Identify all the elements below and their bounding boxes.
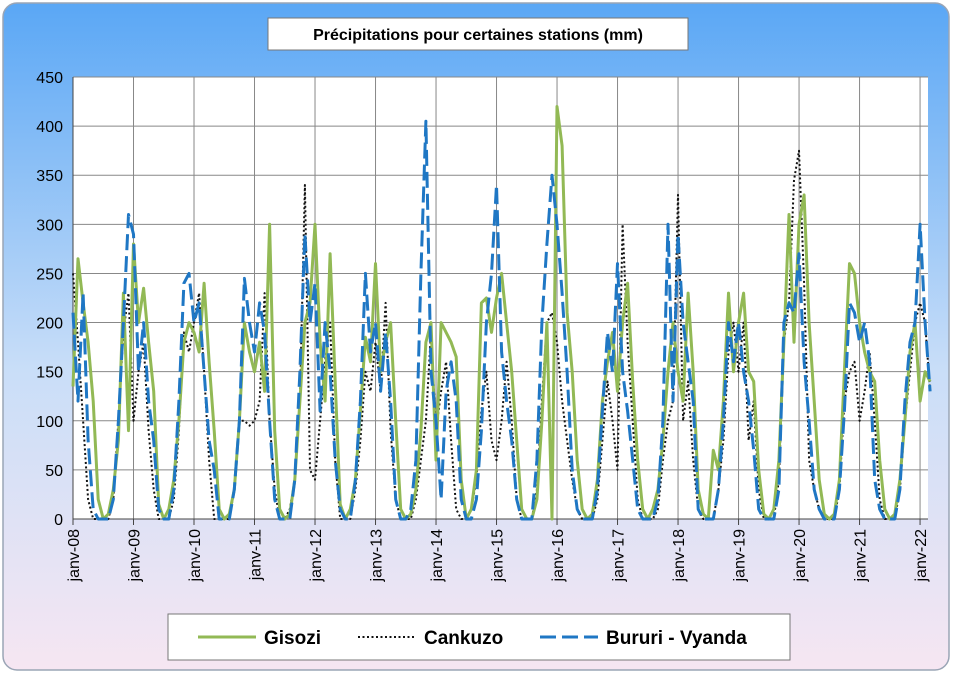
y-tick-label: 300 xyxy=(36,217,63,234)
x-tick-label: janv-11 xyxy=(248,529,265,581)
y-tick-label: 200 xyxy=(36,316,63,333)
title-box xyxy=(267,17,689,51)
x-tick-label: janv-18 xyxy=(671,529,688,583)
chart-title: Précipitations pour certaines stations (… xyxy=(313,27,643,44)
x-tick-label: janv-14 xyxy=(429,529,446,583)
y-tick-label: 400 xyxy=(36,119,63,136)
x-tick-label: janv-09 xyxy=(127,529,144,583)
legend-label: Cankuzo xyxy=(424,628,503,649)
x-tick-label: janv-17 xyxy=(611,529,628,583)
x-tick-label: janv-16 xyxy=(550,529,567,583)
y-tick-label: 450 xyxy=(36,70,63,87)
x-tick-label: janv-12 xyxy=(308,529,325,583)
y-tick-label: 250 xyxy=(36,266,63,283)
series-line xyxy=(71,105,932,521)
x-tick-label: janv-21 xyxy=(853,529,870,583)
y-tick-label: 0 xyxy=(54,512,63,529)
y-tick-label: 50 xyxy=(45,463,63,480)
y-tick-label: 350 xyxy=(36,168,63,185)
series-line xyxy=(71,119,932,521)
y-tick-label: 150 xyxy=(36,365,63,382)
x-tick-label: janv-19 xyxy=(732,529,749,583)
y-tick-label: 100 xyxy=(36,414,63,431)
x-tick-label: janv-15 xyxy=(490,529,507,583)
legend-label: Gisozi xyxy=(264,628,321,649)
x-tick-label: janv-08 xyxy=(66,529,83,583)
series-line xyxy=(72,149,932,520)
legend-box xyxy=(167,613,791,661)
x-tick-label: janv-10 xyxy=(187,529,204,583)
x-tick-label: janv-13 xyxy=(369,529,386,583)
legend-label: Bururi - Vyanda xyxy=(606,628,747,649)
x-tick-label: janv-20 xyxy=(792,529,809,583)
x-tick-label: janv-22 xyxy=(913,529,930,583)
